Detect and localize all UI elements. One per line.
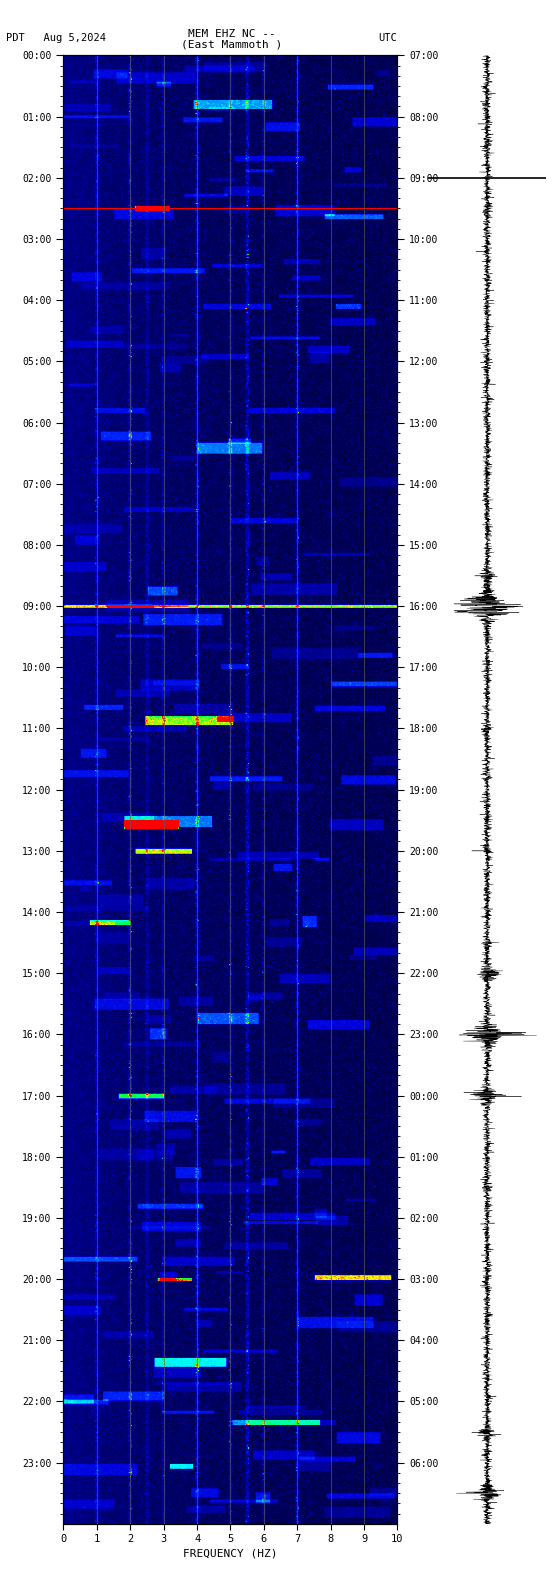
X-axis label: FREQUENCY (HZ): FREQUENCY (HZ) bbox=[183, 1549, 278, 1559]
Text: (East Mammoth ): (East Mammoth ) bbox=[181, 40, 283, 49]
Text: UTC: UTC bbox=[378, 33, 397, 43]
Text: PDT   Aug 5,2024: PDT Aug 5,2024 bbox=[6, 33, 105, 43]
Text: MEM EHZ NC --: MEM EHZ NC -- bbox=[188, 29, 275, 38]
